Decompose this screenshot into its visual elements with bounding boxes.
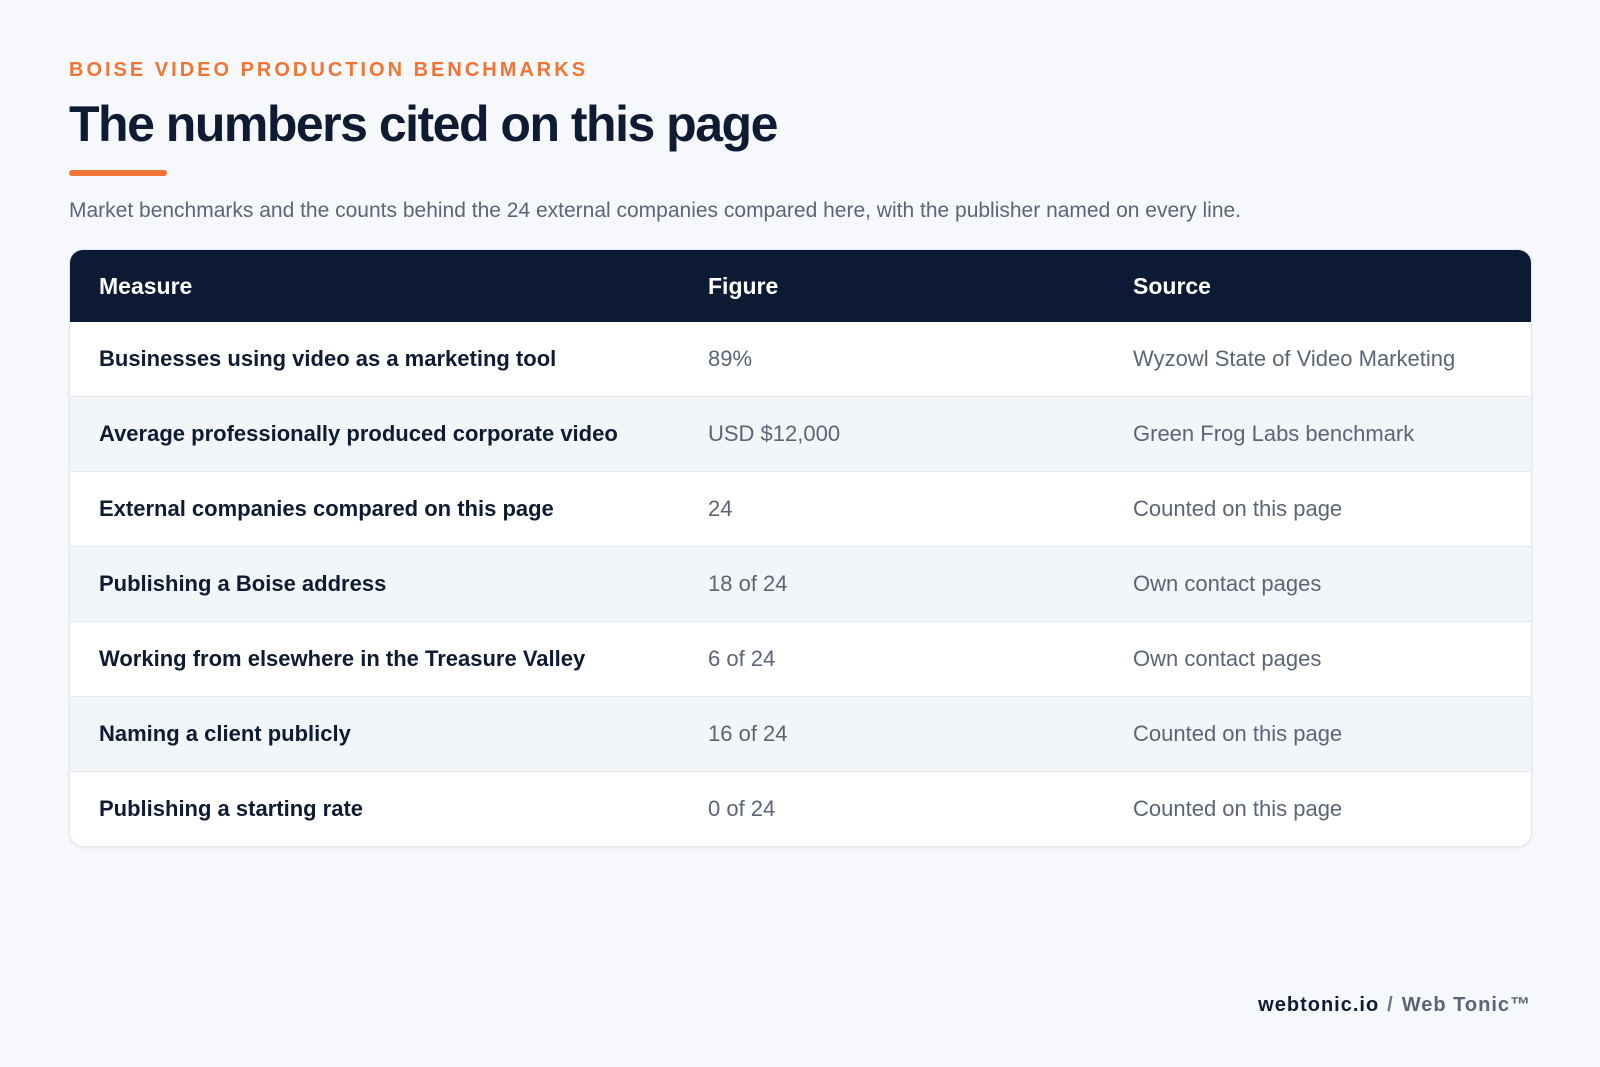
source-cell: Green Frog Labs benchmark bbox=[1104, 396, 1531, 472]
table-row: Naming a client publicly 16 of 24 Counte… bbox=[70, 696, 1531, 772]
measure-cell: Publishing a starting rate bbox=[70, 771, 679, 846]
benchmarks-table: Measure Figure Source Businesses using v… bbox=[70, 250, 1531, 846]
measure-cell: Businesses using video as a marketing to… bbox=[99, 346, 557, 371]
measure-cell: Average professionally produced corporat… bbox=[70, 396, 679, 472]
table-row: Businesses using video as a marketing to… bbox=[70, 322, 1531, 397]
source-cell: Wyzowl State of Video Marketing bbox=[1133, 346, 1456, 371]
figure-cell: 16 of 24 bbox=[679, 696, 1104, 772]
page: BOISE VIDEO PRODUCTION BENCHMARKS The nu… bbox=[69, 56, 1532, 847]
eyebrow-label: BOISE VIDEO PRODUCTION BENCHMARKS bbox=[69, 59, 589, 81]
source-cell: Own contact pages bbox=[1104, 621, 1531, 697]
measure-cell: Working from elsewhere in the Treasure V… bbox=[70, 621, 679, 697]
column-header-figure: Figure bbox=[708, 272, 779, 299]
source-cell: Counted on this page bbox=[1104, 696, 1531, 772]
footer-domain: webtonic.io bbox=[1258, 994, 1380, 1016]
table-row: Publishing a Boise address 18 of 24 Own … bbox=[70, 546, 1531, 622]
table-row: External companies compared on this page… bbox=[70, 471, 1531, 547]
figure-cell: 89% bbox=[708, 346, 753, 371]
page-title: The numbers cited on this page bbox=[69, 96, 778, 152]
source-cell: Own contact pages bbox=[1104, 546, 1531, 622]
table-row: Publishing a starting rate 0 of 24 Count… bbox=[70, 771, 1531, 846]
accent-underline bbox=[69, 170, 167, 176]
footer-credit: webtonic.io / Web Tonic™ bbox=[1258, 991, 1531, 1019]
footer-separator: / bbox=[1387, 994, 1394, 1016]
source-cell: Counted on this page bbox=[1104, 471, 1531, 547]
benchmarks-table-card: Measure Figure Source Businesses using v… bbox=[69, 249, 1532, 847]
figure-cell: 18 of 24 bbox=[679, 546, 1104, 622]
source-cell: Counted on this page bbox=[1104, 771, 1531, 846]
table-row: Working from elsewhere in the Treasure V… bbox=[70, 621, 1531, 697]
measure-cell: Publishing a Boise address bbox=[70, 546, 679, 622]
table-header: Measure Figure Source bbox=[70, 250, 1531, 322]
table-row: Average professionally produced corporat… bbox=[70, 396, 1531, 472]
figure-cell: 0 of 24 bbox=[679, 771, 1104, 846]
figure-cell: 24 bbox=[679, 471, 1104, 547]
figure-cell: 6 of 24 bbox=[679, 621, 1104, 697]
page-description: Market benchmarks and the counts behind … bbox=[69, 199, 1242, 222]
measure-cell: External companies compared on this page bbox=[70, 471, 679, 547]
column-header-measure: Measure bbox=[99, 272, 193, 299]
table-header-row: Measure Figure Source bbox=[70, 250, 1531, 322]
footer-brand: Web Tonic™ bbox=[1401, 994, 1531, 1016]
figure-cell: USD $12,000 bbox=[679, 396, 1104, 472]
table-body: Businesses using video as a marketing to… bbox=[70, 322, 1531, 846]
measure-cell: Naming a client publicly bbox=[70, 696, 679, 772]
column-header-source: Source bbox=[1133, 272, 1211, 299]
